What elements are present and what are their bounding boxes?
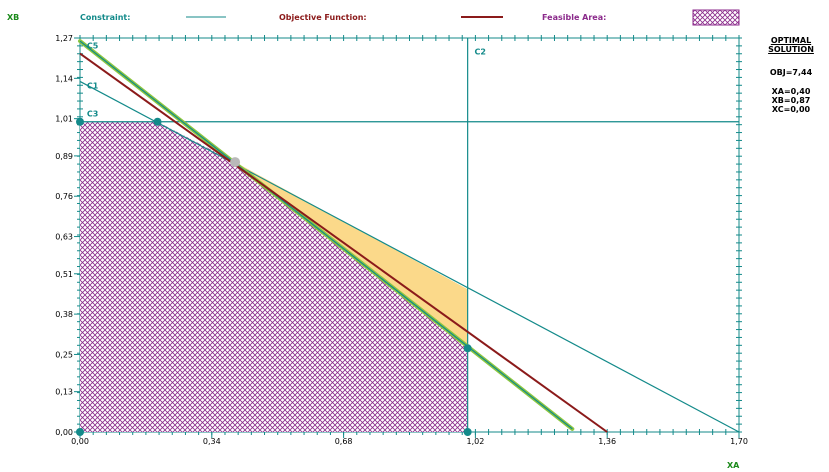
legend-constraint-label: Constraint: xyxy=(80,13,130,22)
x-tick-label: 1,70 xyxy=(730,437,748,446)
legend-feasible-swatch xyxy=(692,9,740,26)
constraint-label-c1: C1 xyxy=(87,82,99,91)
vertex-point xyxy=(153,117,162,126)
y-tick-label: 0,38 xyxy=(55,310,73,319)
lines-layer xyxy=(78,38,740,433)
y-tick-label: 0,89 xyxy=(55,152,73,161)
solution-title-line1: OPTIMAL xyxy=(770,36,812,45)
y-tick-label: 0,76 xyxy=(55,192,73,201)
legend-feasible-label: Feasible Area: xyxy=(542,13,606,22)
xb-value: XB=0,87 xyxy=(771,96,811,105)
constraint-line-c1 xyxy=(79,80,740,433)
xa-value: XA=0,40 xyxy=(771,87,811,96)
feasible-area xyxy=(80,121,468,433)
constraint-label-c3: C3 xyxy=(87,110,98,119)
objective-line xyxy=(79,52,608,433)
vertex-point xyxy=(463,428,472,436)
legend-objective-label: Objective Function: xyxy=(279,13,367,22)
y-tick-label: 0,00 xyxy=(55,428,73,437)
y-tick-label: 0,13 xyxy=(55,388,73,397)
constraint-label-c2: C2 xyxy=(475,48,486,57)
x-axis-name: XA xyxy=(727,461,740,470)
x-tick-label: 1,02 xyxy=(466,437,484,446)
solution-title-line2: SOLUTION xyxy=(768,45,814,54)
labels-layer: C1 C2 C3 C5 xyxy=(87,41,486,118)
x-tick-label: 0,68 xyxy=(335,437,353,446)
y-tick-label: 1,14 xyxy=(55,74,73,83)
constraint-label-c5: C5 xyxy=(87,41,99,50)
vertex-point xyxy=(463,344,472,353)
y-tick-label: 0,25 xyxy=(55,350,73,359)
optimal-solution-panel: OPTIMAL SOLUTION OBJ=7,44 XA=0,40 XB=0,8… xyxy=(754,36,828,114)
y-tick-label: 1,27 xyxy=(55,34,73,43)
points-layer xyxy=(76,117,472,436)
objective-value: OBJ=7,44 xyxy=(769,68,813,77)
constraint-line-c5 xyxy=(79,40,573,430)
x-tick-label: 0,00 xyxy=(71,437,89,446)
optimal-point xyxy=(230,157,241,168)
vertex-point xyxy=(76,117,84,126)
x-tick-label: 0,34 xyxy=(203,437,221,446)
y-axis-name: XB xyxy=(7,13,19,22)
x-tick-label: 1,36 xyxy=(598,437,616,446)
y-tick-label: 0,63 xyxy=(55,233,73,242)
y-tick-label: 0,51 xyxy=(55,270,73,279)
xc-value: XC=0,00 xyxy=(771,105,811,114)
y-tick-label: 1,01 xyxy=(55,115,73,124)
vertex-point xyxy=(76,428,84,436)
